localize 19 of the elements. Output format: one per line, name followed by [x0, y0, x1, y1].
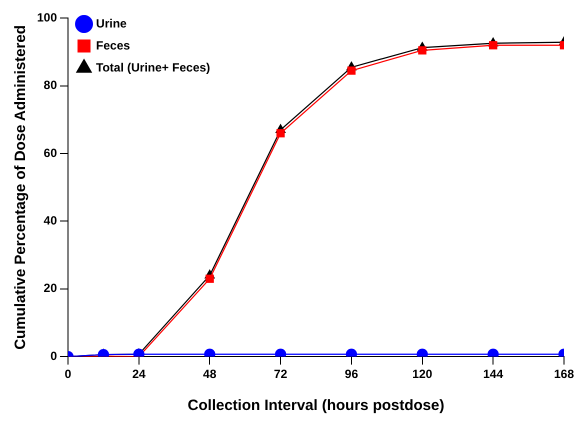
- x-tick-label: 24: [132, 367, 146, 382]
- y-tick-label: 80: [44, 78, 58, 92]
- legend-label: Urine: [96, 16, 128, 30]
- y-axis-title: Cumulative Percentage of Dose Administered: [12, 25, 30, 350]
- y-tick-label: 0: [50, 348, 58, 363]
- legend-label: Feces: [96, 38, 130, 52]
- x-tick-label: 96: [344, 367, 358, 382]
- x-tick-label: 0: [64, 367, 72, 382]
- y-tick-label: 100: [36, 10, 58, 25]
- x-tick-label: 168: [554, 367, 574, 382]
- x-tick-label: 144: [483, 367, 504, 382]
- legend-label: Total (Urine+ Feces): [96, 60, 210, 74]
- y-tick-label: 20: [44, 281, 58, 296]
- x-axis-title: Collection Interval (hours postdose): [188, 397, 444, 414]
- x-tick-label: 48: [203, 367, 217, 382]
- y-tick-label: 60: [44, 146, 58, 160]
- y-tick-label: 40: [44, 214, 58, 228]
- x-tick-label: 120: [412, 367, 433, 382]
- x-tick-label: 72: [274, 367, 288, 382]
